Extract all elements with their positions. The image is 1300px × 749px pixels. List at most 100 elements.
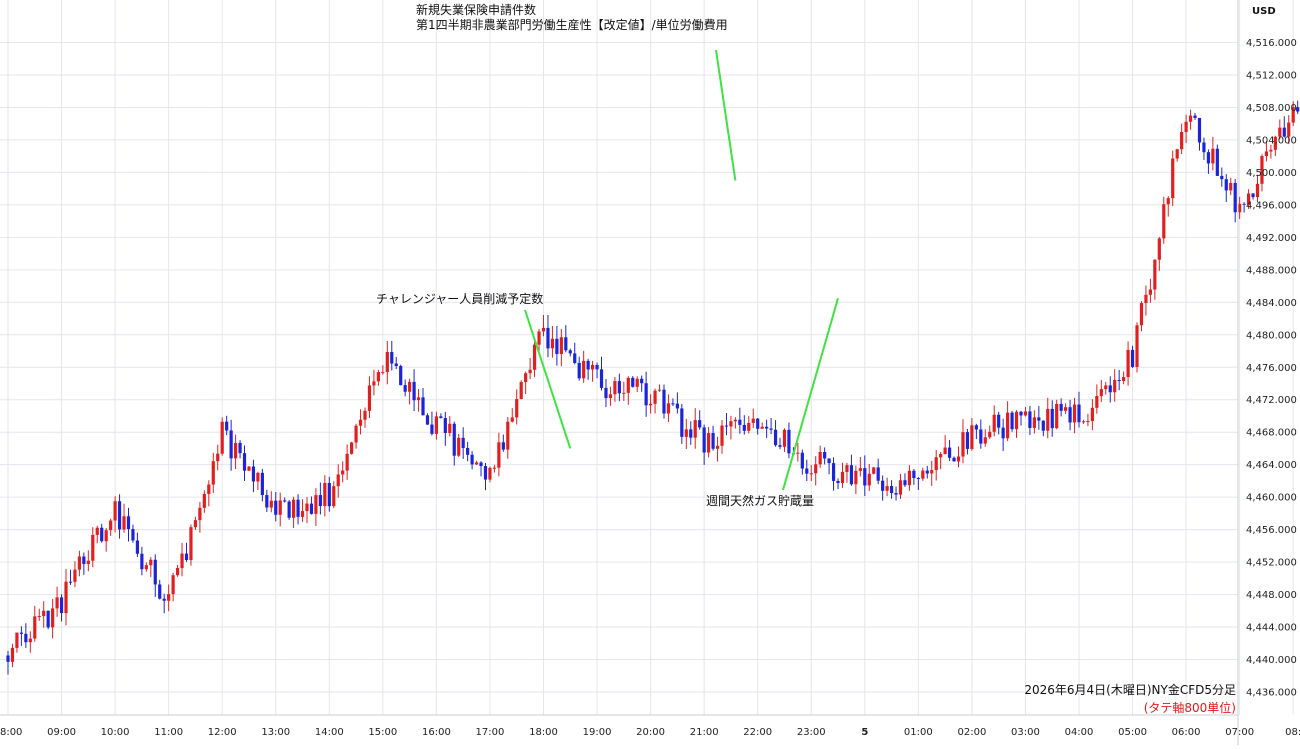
candle-body — [693, 420, 697, 438]
candle — [956, 446, 961, 468]
candle-body — [202, 493, 206, 508]
candle — [443, 411, 447, 446]
candle — [408, 378, 412, 405]
x-tick-label: 02:00 — [957, 727, 986, 738]
candle-body — [256, 472, 260, 482]
candle — [787, 422, 791, 459]
candle-body — [1175, 149, 1179, 159]
candle-body — [100, 527, 104, 542]
candle — [251, 459, 256, 493]
candle — [1006, 401, 1010, 442]
candle — [947, 439, 952, 462]
candle-body — [1162, 204, 1166, 239]
candle — [144, 562, 148, 572]
candle — [1144, 285, 1148, 316]
candle — [247, 466, 251, 472]
candle-body — [457, 437, 461, 456]
candle — [894, 486, 898, 501]
candle-body — [657, 389, 662, 391]
candle — [818, 445, 822, 468]
candle-body — [162, 598, 166, 601]
candle — [1260, 154, 1264, 192]
candle — [46, 610, 50, 630]
candle-body — [921, 470, 925, 479]
candle-body — [613, 381, 617, 395]
y-tick-label: 4,512.000 — [1246, 70, 1297, 81]
candle — [113, 496, 117, 533]
candle-body — [193, 520, 198, 528]
candle-body — [216, 453, 220, 462]
candle-body — [323, 483, 327, 506]
candle — [782, 428, 787, 453]
candle — [175, 564, 180, 577]
candle-body — [24, 633, 28, 643]
candle-body — [1193, 115, 1197, 118]
candle-body — [327, 483, 331, 507]
candle — [1037, 405, 1041, 430]
candle-body — [470, 454, 474, 465]
candle-body — [1001, 427, 1005, 439]
annotation-leaders — [524, 49, 839, 491]
candle-body — [452, 423, 456, 456]
candle-body — [751, 418, 755, 423]
candle-body — [149, 559, 153, 566]
candle — [840, 462, 845, 488]
candle-body — [19, 632, 23, 634]
candle-body — [305, 503, 309, 512]
candle-body — [28, 638, 32, 643]
candle — [608, 386, 613, 406]
x-tick-label: 17:00 — [476, 727, 505, 738]
candle — [430, 411, 434, 436]
candle-body — [10, 647, 15, 662]
candle-body — [91, 534, 95, 561]
candle — [988, 425, 992, 440]
candle-body — [1278, 127, 1282, 137]
candle — [715, 436, 720, 462]
candle — [95, 525, 99, 544]
candle — [881, 475, 885, 501]
candle — [265, 489, 269, 512]
candle-body — [274, 500, 278, 515]
candle — [1291, 101, 1295, 126]
candle-body — [809, 473, 813, 475]
candle-body — [1224, 179, 1228, 191]
candle — [604, 379, 608, 408]
candle-body — [6, 655, 10, 662]
candle-body — [805, 468, 809, 474]
candle — [1001, 418, 1005, 452]
candle-body — [715, 445, 720, 449]
candle-body — [448, 423, 452, 434]
candle — [354, 423, 358, 449]
candle-body — [796, 452, 800, 454]
candle-body — [988, 431, 992, 438]
candle-body — [242, 453, 247, 471]
candle — [1081, 419, 1086, 424]
candle — [126, 507, 131, 542]
candle — [684, 418, 688, 450]
candle-body — [296, 499, 300, 517]
candle-body — [965, 432, 970, 449]
candle — [122, 503, 126, 533]
x-tick-label: 16:00 — [422, 727, 451, 738]
y-tick-label: 4,456.000 — [1246, 525, 1297, 536]
candle-body — [1197, 117, 1202, 143]
candle-body — [1251, 193, 1255, 198]
candle-body — [595, 364, 599, 370]
candle-body — [675, 403, 679, 409]
candle-body — [474, 462, 479, 465]
candle-body — [300, 511, 305, 517]
candle — [372, 369, 376, 396]
candle — [1148, 278, 1152, 303]
candle-body — [889, 486, 894, 494]
candle-body — [782, 429, 787, 447]
candle — [73, 561, 77, 587]
candle-body — [519, 382, 523, 400]
candle — [278, 492, 282, 527]
candle — [1028, 405, 1032, 435]
candle — [452, 421, 456, 466]
candle-body — [724, 425, 729, 427]
candle-body — [698, 420, 702, 428]
candle-body — [251, 466, 256, 482]
candle — [720, 419, 724, 454]
candle-body — [287, 501, 291, 518]
